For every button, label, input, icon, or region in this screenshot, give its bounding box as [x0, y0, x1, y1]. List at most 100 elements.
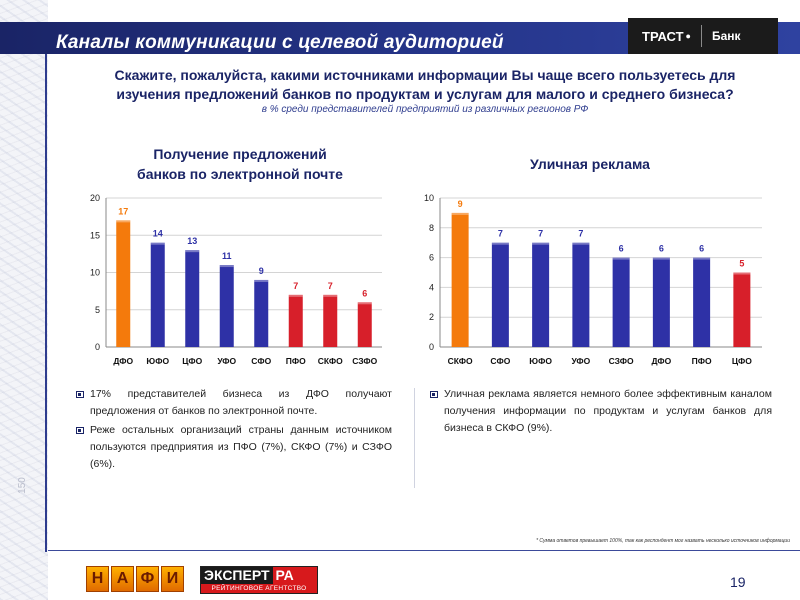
- bar-value-label: 6: [362, 288, 367, 298]
- y-tick-label: 20: [90, 193, 100, 203]
- chart-1-title-line-1: Получение предложений: [153, 146, 327, 162]
- footer-line: [48, 550, 800, 551]
- nafi-letter: Н: [86, 566, 109, 592]
- bar: [357, 302, 372, 347]
- bar: [451, 212, 469, 347]
- y-tick-label: 8: [429, 223, 434, 233]
- email-offers-chart: 0 5 10 15 20 17 ДФО 14 ЮФО 13 ЦФО 11 УФО 9 СФО 7 ПФО 7 СКФ…: [90, 193, 382, 366]
- x-category-label: СКФО: [318, 356, 343, 366]
- bar-value-label: 5: [739, 259, 744, 269]
- bar-highlight: [323, 294, 338, 297]
- x-category-label: ЦФО: [732, 356, 752, 366]
- nafi-letter: И: [161, 566, 184, 592]
- bar: [254, 279, 269, 347]
- bullet-marker-icon: [430, 391, 438, 398]
- chart-2-title-line-1: Уличная реклама: [530, 156, 650, 172]
- bar: [491, 242, 509, 347]
- survey-question: Скажите, пожалуйста, какими источниками …: [70, 66, 780, 104]
- bar-highlight: [288, 294, 303, 297]
- expert-ra-logo: ЭКСПЕРТ РА РЕЙТИНГОВОЕ АГЕНТСТВО: [200, 566, 318, 594]
- bar-highlight: [532, 242, 550, 245]
- bar-value-label: 7: [578, 229, 583, 239]
- bar: [572, 242, 590, 347]
- slide-title: Каналы коммуникации с целевой аудиторией: [56, 32, 504, 53]
- page-number: 19: [730, 574, 746, 590]
- bar-highlight: [219, 265, 234, 268]
- bar-value-label: 9: [259, 266, 264, 276]
- y-tick-label: 15: [90, 230, 100, 240]
- nafi-letter: Ф: [136, 566, 159, 592]
- bar-highlight: [652, 257, 670, 260]
- bullets-separator: [414, 388, 415, 488]
- x-category-label: СЗФО: [352, 356, 377, 366]
- bar: [733, 272, 751, 347]
- bar-value-label: 6: [699, 244, 704, 254]
- bar-value-label: 11: [222, 251, 232, 261]
- bar-value-label: 17: [118, 206, 128, 216]
- bar-highlight: [254, 279, 269, 282]
- y-tick-label: 10: [424, 193, 434, 203]
- bar: [323, 294, 338, 347]
- bar-value-label: 7: [293, 281, 298, 291]
- bar-value-label: 14: [153, 229, 163, 239]
- x-category-label: ДФО: [651, 356, 671, 366]
- logo-main-text: ТРАСТ: [642, 28, 684, 44]
- bar-highlight: [572, 242, 590, 245]
- bullet-text: Уличная реклама является немного более э…: [444, 388, 772, 434]
- x-category-label: СЗФО: [609, 356, 634, 366]
- bar-value-label: 6: [619, 244, 624, 254]
- y-tick-label: 0: [95, 342, 100, 352]
- bar: [219, 265, 234, 347]
- left-bullets: 17% представителей бизнеса из ДФО получа…: [76, 386, 392, 475]
- decorative-number: 150: [16, 477, 28, 494]
- y-tick-label: 6: [429, 253, 434, 263]
- y-tick-label: 10: [90, 268, 100, 278]
- right-bullets: Уличная реклама является немного более э…: [430, 386, 772, 439]
- y-tick-label: 4: [429, 282, 434, 292]
- bullet-marker-icon: [76, 391, 84, 398]
- trust-bank-logo: ТРАСТ ● Банк: [628, 18, 778, 54]
- bar-highlight: [185, 250, 200, 253]
- bar-highlight: [116, 220, 131, 223]
- bullet-item: Реже остальных организаций страны данным…: [76, 422, 392, 473]
- left-decorative-strip: 150: [0, 0, 48, 600]
- bullet-text: 17% представителей бизнеса из ДФО получа…: [90, 388, 392, 417]
- logo-separator: [700, 25, 702, 47]
- x-category-label: ЮФО: [529, 356, 552, 366]
- bar: [652, 257, 670, 347]
- nafi-logo: Н А Ф И: [86, 566, 184, 592]
- x-category-label: СФО: [251, 356, 271, 366]
- chart-2-title: Уличная реклама: [440, 154, 740, 174]
- bar-value-label: 7: [498, 229, 503, 239]
- bar-highlight: [357, 302, 372, 305]
- expert-text: ЭКСПЕРТ: [201, 567, 273, 584]
- left-accent-line: [45, 52, 47, 552]
- question-line-2: изучения предложений банков по продуктам…: [116, 86, 734, 102]
- bar: [612, 257, 630, 347]
- x-category-label: ЮФО: [146, 356, 169, 366]
- bar-value-label: 6: [659, 244, 664, 254]
- x-category-label: ЦФО: [182, 356, 202, 366]
- bar-value-label: 13: [187, 236, 197, 246]
- street-ads-chart: 0 2 4 6 8 10 9 СКФО 7 СФО 7 ЮФО 7 УФО 6 СЗФО 6 ДФО 6 ПФО 5 ЦФ…: [424, 193, 762, 366]
- bar-value-label: 7: [328, 281, 333, 291]
- x-category-label: УФО: [217, 356, 236, 366]
- nafi-letter: А: [111, 566, 134, 592]
- y-tick-label: 5: [95, 305, 100, 315]
- x-category-label: СФО: [490, 356, 510, 366]
- bar: [150, 242, 165, 347]
- bar-value-label: 9: [458, 199, 463, 209]
- bar: [288, 294, 303, 347]
- bar: [185, 250, 200, 347]
- x-category-label: ДФО: [113, 356, 133, 366]
- bullet-item: Уличная реклама является немного более э…: [430, 386, 772, 437]
- bar-highlight: [150, 242, 165, 245]
- x-category-label: ПФО: [286, 356, 306, 366]
- x-category-label: УФО: [571, 356, 590, 366]
- expert-subtitle: РЕЙТИНГОВОЕ АГЕНТСТВО: [201, 584, 317, 593]
- y-tick-label: 0: [429, 342, 434, 352]
- chart-1-title-line-2: банков по электронной почте: [137, 166, 343, 182]
- bar-value-label: 7: [538, 229, 543, 239]
- ra-text: РА: [272, 567, 317, 584]
- x-category-label: ПФО: [692, 356, 712, 366]
